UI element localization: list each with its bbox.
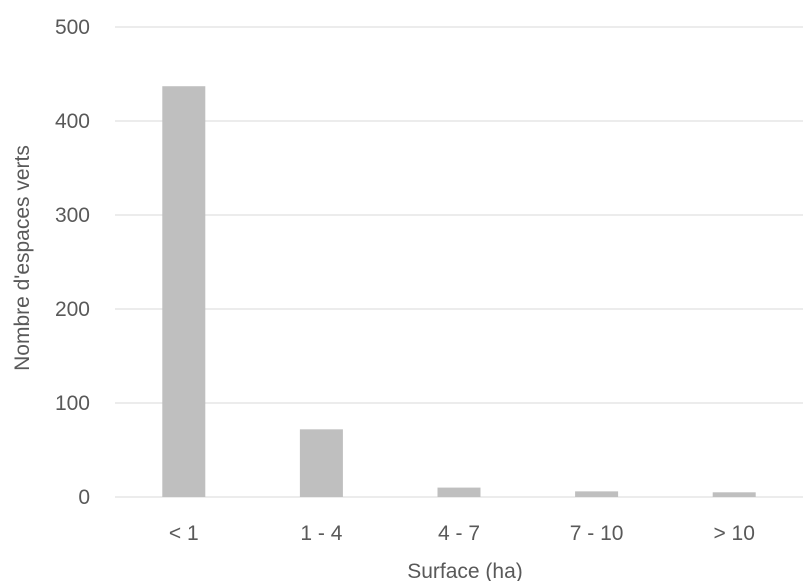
x-tick-label: 4 - 7: [438, 522, 480, 545]
gridlines: [115, 26, 803, 498]
y-axis-title: Nombre d'espaces verts: [11, 145, 34, 371]
x-tick-label: 7 - 10: [570, 522, 624, 545]
bar: [575, 491, 619, 497]
y-tick-label: 500: [55, 16, 90, 39]
x-tick-label: < 1: [169, 522, 199, 545]
bar: [299, 429, 343, 497]
y-tick-label: 0: [78, 486, 90, 509]
y-tick-label: 400: [55, 110, 90, 133]
x-tick-label: 1 - 4: [300, 522, 342, 545]
bar: [712, 492, 756, 497]
bar: [437, 487, 481, 497]
x-tick-label: > 10: [713, 522, 754, 545]
bars: [162, 86, 756, 497]
x-axis-title: Surface (ha): [407, 560, 523, 581]
y-tick-label: 300: [55, 204, 90, 227]
y-axis-ticks: 0 100 200 300 400 500: [55, 16, 90, 509]
x-axis-ticks: < 1 1 - 4 4 - 7 7 - 10 > 10: [169, 522, 755, 545]
y-tick-label: 100: [55, 392, 90, 415]
bar: [162, 86, 206, 497]
y-tick-label: 200: [55, 298, 90, 321]
